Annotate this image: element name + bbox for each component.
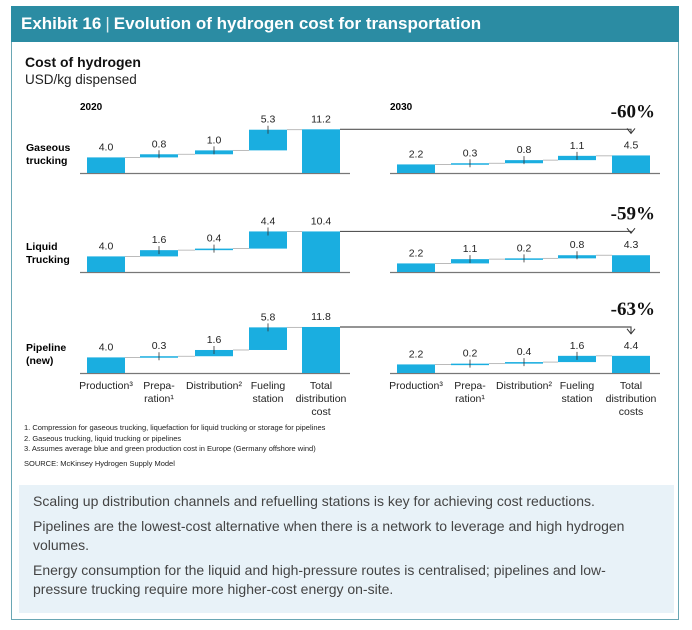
bar — [612, 255, 650, 272]
chart-title: Cost of hydrogen — [25, 54, 141, 70]
category-label: costs — [619, 406, 644, 418]
change-arrow-line — [340, 230, 632, 234]
arrow-down-icon — [626, 128, 636, 135]
category-label: Fueling — [560, 380, 595, 392]
period-label-2020: 2020 — [80, 102, 103, 113]
data-label: 5.8 — [261, 311, 276, 323]
data-label: 1.6 — [570, 340, 585, 352]
data-label: 1.1 — [570, 140, 585, 152]
data-label: 2.2 — [409, 247, 424, 259]
data-label: 10.4 — [311, 215, 332, 227]
category-label: Distribution² — [496, 380, 553, 392]
data-label: 4.4 — [624, 340, 639, 352]
data-label: 4.4 — [261, 215, 276, 227]
category-label: Production³ — [79, 380, 133, 392]
data-label: 0.4 — [517, 346, 532, 358]
data-label: 0.8 — [517, 144, 532, 156]
data-label: 4.0 — [99, 141, 114, 153]
source-note: SOURCE: McKinsey Hydrogen Supply Model — [24, 458, 175, 468]
bar — [87, 256, 125, 272]
bar — [397, 364, 435, 373]
exhibit-header: Exhibit 16 | Evolution of hydrogen cost fo… — [11, 6, 679, 42]
category-label: ration¹ — [144, 393, 174, 405]
bar — [302, 326, 340, 373]
category-label: Total — [310, 380, 332, 392]
category-label: Prepa- — [143, 380, 175, 392]
row-label: trucking — [26, 155, 67, 167]
bar — [302, 231, 340, 272]
data-label: 0.8 — [152, 138, 167, 150]
bar — [249, 231, 287, 249]
change-arrow-line — [340, 326, 632, 334]
category-label: station — [253, 393, 284, 405]
data-label: 0.4 — [207, 233, 222, 245]
bar — [397, 164, 435, 173]
bar — [397, 263, 435, 272]
category-label: Fueling — [251, 380, 286, 392]
data-label: 2.2 — [409, 348, 424, 360]
data-label: 0.2 — [463, 348, 478, 360]
data-label: 0.8 — [570, 239, 585, 251]
bar — [87, 357, 125, 373]
data-label: 1.6 — [207, 334, 222, 346]
key-takeaways-box: Scaling up distribution channels and ref… — [19, 485, 674, 613]
row-label: Gaseous — [26, 142, 71, 154]
arrow-down-icon — [626, 227, 636, 235]
data-label: 1.1 — [463, 243, 478, 255]
row-label: Pipeline — [26, 342, 66, 354]
data-label: 0.3 — [463, 147, 478, 159]
category-label: Prepa- — [454, 380, 486, 392]
row-label: (new) — [26, 355, 53, 367]
takeaway: Scaling up distribution channels and ref… — [33, 493, 595, 509]
footnote: 2. Gaseous trucking, liquid trucking or … — [24, 433, 182, 443]
change-percent: -60% — [611, 101, 655, 122]
data-label: 4.3 — [624, 239, 639, 251]
bar — [87, 157, 125, 173]
bar — [249, 129, 287, 151]
category-label: ration¹ — [455, 393, 485, 405]
data-label: 0.3 — [152, 340, 167, 352]
footnote: 3. Assumes average blue and green produc… — [24, 444, 316, 453]
exhibit-number: Exhibit 16 — [21, 14, 102, 33]
data-label: 0.2 — [517, 242, 532, 254]
data-label: 11.8 — [311, 311, 331, 323]
takeaway: Energy consumption for the liquid and hi… — [33, 562, 606, 597]
category-label: cost — [311, 406, 330, 418]
change-arrow-line — [340, 128, 632, 134]
bar — [249, 327, 287, 350]
footnotes: 1. Compression for gaseous trucking, liq… — [24, 423, 325, 469]
category-label: station — [562, 393, 593, 405]
category-label: distribution — [606, 393, 657, 405]
category-label: Production³ — [389, 380, 443, 392]
bar — [612, 355, 650, 373]
data-label: 4.5 — [624, 139, 639, 151]
data-label: 1.6 — [152, 234, 167, 246]
arrow-down-icon — [626, 328, 636, 335]
bar — [302, 129, 340, 173]
row-label: Trucking — [26, 254, 70, 266]
bar — [612, 155, 650, 173]
row-label: Liquid — [26, 241, 58, 253]
data-label: 2.2 — [409, 148, 424, 160]
footnote: 1. Compression for gaseous trucking, liq… — [24, 423, 326, 432]
data-label: 11.2 — [311, 113, 331, 125]
category-label: distribution — [296, 393, 347, 405]
data-label: 4.0 — [99, 341, 114, 353]
change-percent: -59% — [611, 203, 655, 224]
change-percent: -63% — [611, 299, 655, 320]
category-label: Distribution² — [186, 380, 243, 392]
chart-subtitle: USD/kg dispensed — [25, 72, 137, 87]
data-label: 1.0 — [207, 134, 222, 146]
category-label: Total — [620, 380, 642, 392]
exhibit-title: Evolution of hydrogen cost for transport… — [113, 14, 482, 33]
takeaway: Pipelines are the lowest-cost alternativ… — [33, 518, 625, 553]
data-label: 4.0 — [99, 240, 114, 252]
period-label-2030: 2030 — [390, 102, 413, 113]
data-label: 5.3 — [261, 114, 276, 126]
